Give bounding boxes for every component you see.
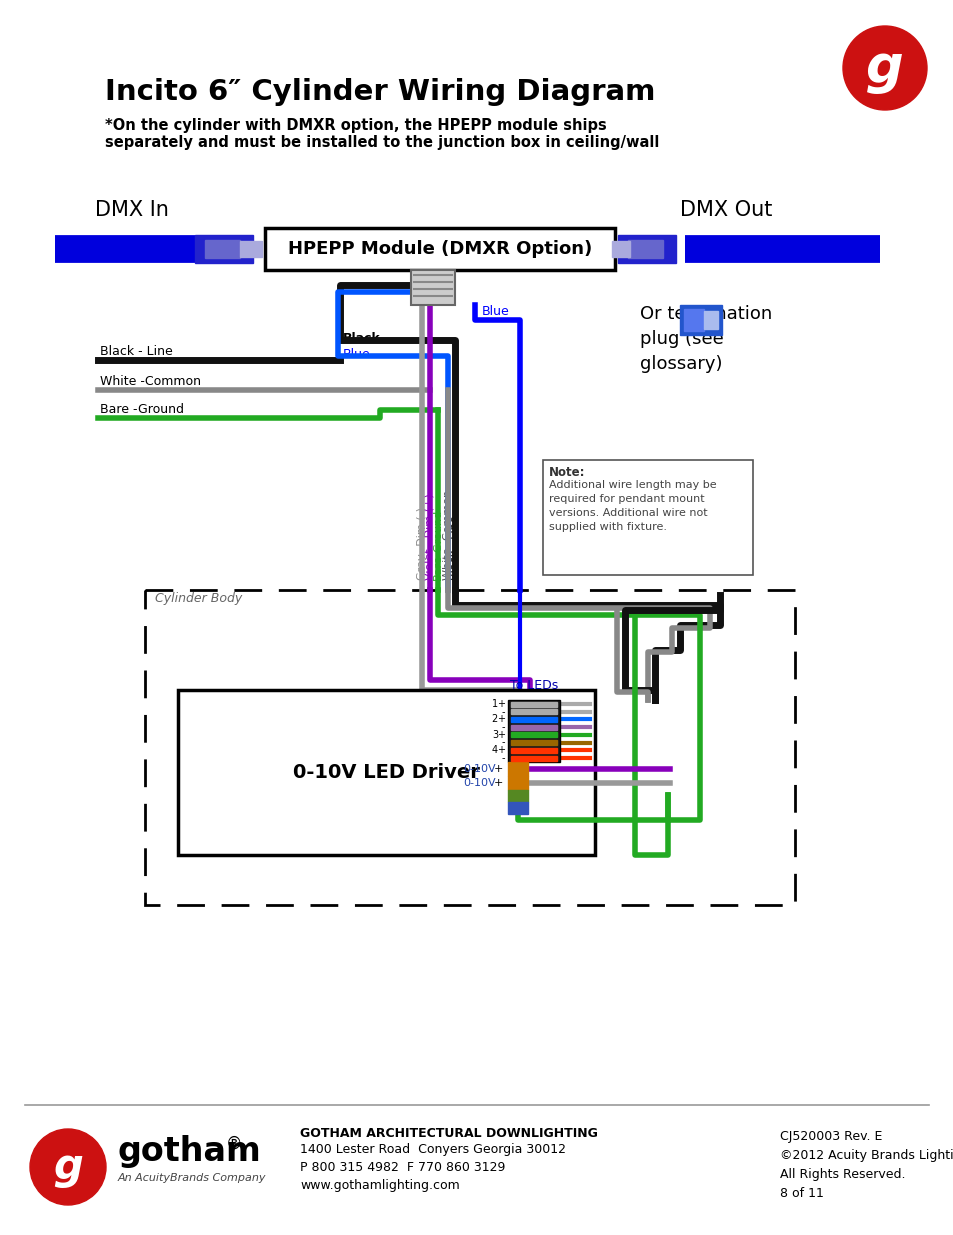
Bar [511, 701, 557, 706]
Bar [511, 747, 557, 753]
Text: Black - Line: Black - Line [100, 345, 172, 358]
Text: Black - Line: Black - Line [450, 515, 459, 580]
Text: GOTHAM ARCHITECTURAL DOWNLIGHTING: GOTHAM ARCHITECTURAL DOWNLIGHTING [299, 1128, 598, 1140]
Text: g: g [53, 1146, 83, 1188]
Text: 4: 4 [492, 745, 497, 756]
Text: -: - [501, 753, 504, 763]
Text: Violet - Dim (+): Violet - Dim (+) [424, 493, 435, 580]
Text: Bare-Ground: Bare-Ground [433, 509, 442, 580]
Text: To LEDs: To LEDs [509, 679, 558, 692]
Bar [511, 718, 557, 722]
Circle shape [30, 1129, 106, 1205]
Bar [511, 756, 557, 761]
Text: gotham: gotham [118, 1135, 261, 1168]
Text: -: - [501, 706, 504, 716]
Bar [194, 235, 253, 263]
Bar [265, 228, 615, 270]
Text: +: + [497, 699, 504, 709]
Text: *On the cylinder with DMXR option, the HPEPP module ships
separately and must be: *On the cylinder with DMXR option, the H… [105, 119, 659, 151]
Text: An AcuityBrands Company: An AcuityBrands Company [118, 1173, 266, 1183]
Bar [511, 732, 557, 737]
Bar [411, 270, 455, 305]
Bar [612, 241, 629, 257]
Text: Cylinder Body: Cylinder Body [154, 592, 242, 605]
Text: Gray -Dim (-): Gray -Dim (-) [416, 508, 427, 580]
Text: HPEPP Module (DMXR Option): HPEPP Module (DMXR Option) [288, 240, 592, 258]
Bar [703, 311, 718, 329]
Bar [205, 240, 240, 258]
Bar [542, 459, 752, 576]
Bar [507, 790, 527, 802]
Text: Black: Black [343, 331, 380, 345]
Bar [507, 700, 559, 762]
Bar [511, 709, 557, 714]
Text: 3: 3 [492, 730, 497, 740]
Bar [679, 305, 721, 335]
Bar [507, 776, 527, 790]
Bar [627, 240, 662, 258]
Text: +: + [497, 730, 504, 740]
Text: 0-10V: 0-10V [463, 778, 496, 788]
Text: White -Common: White -Common [100, 375, 201, 388]
Text: -: - [501, 722, 504, 732]
Text: Note:: Note: [548, 466, 585, 479]
Bar [511, 740, 557, 745]
Text: Or termination
plug (see
glossary): Or termination plug (see glossary) [639, 305, 771, 373]
Bar [683, 309, 703, 331]
Text: g: g [865, 42, 902, 94]
Text: +: + [497, 745, 504, 756]
Text: Additional wire length may be
required for pendant mount
versions. Additional wi: Additional wire length may be required f… [548, 480, 716, 532]
Bar [511, 725, 557, 730]
Text: DMX Out: DMX Out [679, 200, 772, 220]
Text: Incito 6″ Cylinder Wiring Diagram: Incito 6″ Cylinder Wiring Diagram [105, 78, 655, 106]
Bar [145, 590, 794, 905]
Text: -: - [501, 737, 504, 747]
Bar [507, 802, 527, 814]
Bar [240, 241, 262, 257]
Text: CJ520003 Rev. E
©2012 Acuity Brands Lighting, Inc.
All Rights Reserved.
8 of 11: CJ520003 Rev. E ©2012 Acuity Brands Ligh… [780, 1130, 953, 1200]
Text: 1400 Lester Road  Conyers Georgia 30012
P 800 315 4982  F 770 860 3129
www.gotha: 1400 Lester Road Conyers Georgia 30012 P… [299, 1144, 565, 1192]
Text: 0-10V LED Driver: 0-10V LED Driver [293, 763, 479, 782]
Text: Blue: Blue [481, 305, 509, 317]
Bar [178, 690, 595, 855]
Text: Blue: Blue [343, 347, 371, 361]
Text: DMX In: DMX In [95, 200, 169, 220]
Bar [618, 235, 676, 263]
Text: 0-10V: 0-10V [463, 764, 496, 774]
Text: 2: 2 [491, 714, 497, 725]
Text: +: + [493, 778, 502, 788]
Text: ®: ® [226, 1135, 242, 1153]
Text: White -Common: White -Common [442, 490, 453, 580]
Text: Bare -Ground: Bare -Ground [100, 403, 184, 416]
Text: +: + [493, 764, 502, 774]
Bar [507, 762, 527, 776]
Text: +: + [497, 714, 504, 725]
Circle shape [842, 26, 926, 110]
Text: 1: 1 [492, 699, 497, 709]
